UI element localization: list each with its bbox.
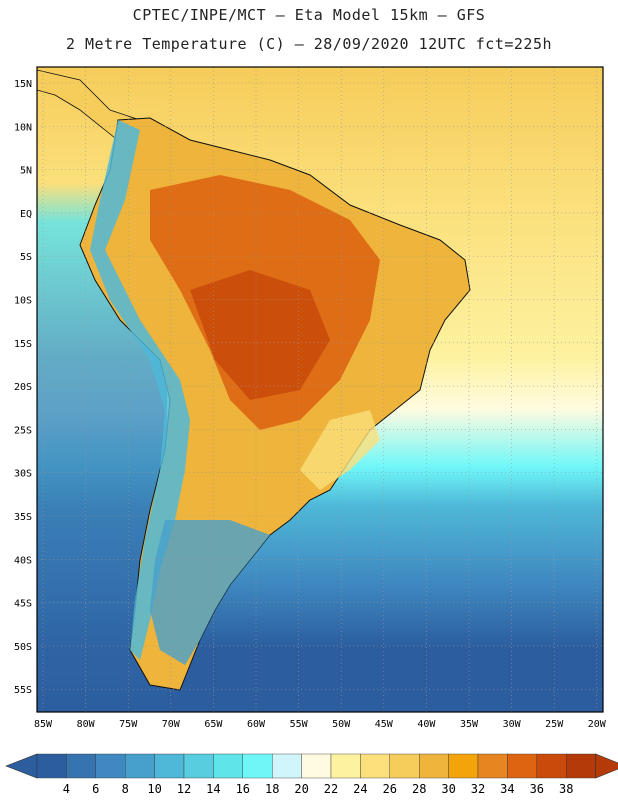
colorbar-swatch <box>272 753 302 779</box>
lon-label: 55W <box>290 719 309 730</box>
colorbar-swatch <box>301 753 332 779</box>
lat-label: 55S <box>14 685 32 696</box>
lon-label: 25W <box>545 719 564 730</box>
colorbar-high-arrow <box>595 753 618 779</box>
colorbar-tick-label: 6 <box>92 782 99 796</box>
colorbar-tick-label: 38 <box>559 782 573 796</box>
colorbar-swatch <box>477 753 508 779</box>
colorbar-swatch <box>213 753 243 779</box>
lat-label: EQ <box>20 209 32 220</box>
colorbar-tick-label: 32 <box>471 782 485 796</box>
colorbar-tick-label: 8 <box>122 782 129 796</box>
lat-label: 30S <box>14 469 32 480</box>
lat-label: 50S <box>14 642 32 653</box>
lat-label: 10S <box>14 296 32 307</box>
colorbar-tick-label: 22 <box>324 782 338 796</box>
patagonia-region <box>150 520 270 665</box>
colorbar-swatch <box>242 753 273 779</box>
colorbar-swatch <box>66 753 97 779</box>
lon-label: 35W <box>460 719 479 730</box>
lat-label: 25S <box>14 425 32 436</box>
lon-label: 45W <box>375 719 394 730</box>
lat-label: 35S <box>14 512 32 523</box>
colorbar-tick-label: 4 <box>63 782 70 796</box>
latitude-labels: 15N 10N 5N EQ 5S 10S 15S 20S 25S 30S 35S 40S 45S 50S 5… <box>14 79 32 696</box>
lon-label: 80W <box>77 719 96 730</box>
southeast-coast-region <box>300 410 380 490</box>
lat-label: 15S <box>14 339 32 350</box>
lon-label: 50W <box>332 719 351 730</box>
colorbar-tick-label: 18 <box>265 782 279 796</box>
colorbar-tick-label: 24 <box>353 782 367 796</box>
colorbar-swatch <box>507 753 537 779</box>
lon-label: 65W <box>204 719 223 730</box>
colorbar-swatch <box>419 753 449 779</box>
lon-label: 75W <box>119 719 138 730</box>
colorbar-tick-label: 16 <box>236 782 250 796</box>
colorbar-swatch <box>448 753 479 779</box>
colorbar-swatch <box>360 753 390 779</box>
colorbar-tick-label: 14 <box>206 782 220 796</box>
lat-label: 45S <box>14 599 32 610</box>
map-subtitle: 2 Metre Temperature (C) – 28/09/2020 12U… <box>65 35 553 53</box>
colorbar-tick-label: 10 <box>147 782 161 796</box>
colorbar-swatch <box>389 753 420 779</box>
colorbar-tick-label: 36 <box>530 782 544 796</box>
map-title: CPTEC/INPE/MCT – Eta Model 15km – GFS <box>132 6 486 24</box>
colorbar-swatch <box>183 753 214 779</box>
longitude-labels: 85W 80W 75W 70W 65W 60W 55W 50W 45W 40W 35W 30W 25W 2… <box>34 719 607 730</box>
colorbar-swatch <box>95 753 126 779</box>
colorbar-low-arrow <box>5 753 38 779</box>
colorbar-swatch <box>124 753 155 779</box>
colorbar-tick-label: 20 <box>294 782 308 796</box>
lat-label: 10N <box>14 122 32 133</box>
lat-label: 20S <box>14 382 32 393</box>
hottest-region <box>190 270 330 400</box>
colorbar-tick-label: 12 <box>177 782 191 796</box>
colorbar-swatch <box>36 753 67 779</box>
colorbar-tick-label: 34 <box>500 782 514 796</box>
lon-label: 85W <box>34 719 53 730</box>
colorbar-swatch <box>330 753 361 779</box>
lon-label: 40W <box>417 719 436 730</box>
lon-label: 60W <box>247 719 266 730</box>
lon-label: 30W <box>503 719 522 730</box>
colorbar-swatch <box>536 753 567 779</box>
map-frame <box>36 66 604 713</box>
lat-label: 5S <box>20 252 32 263</box>
lat-label: 5N <box>20 166 32 177</box>
colorbar-tick-label: 28 <box>412 782 426 796</box>
lon-label: 20W <box>588 719 607 730</box>
colorbar-swatch <box>566 753 596 779</box>
colorbar: 4 6 8 10 12 14 16 18 20 22 24 26 28 30 32 34 36 38 <box>5 753 618 796</box>
colorbar-tick-label: 30 <box>441 782 455 796</box>
colorbar-tick-label: 26 <box>383 782 397 796</box>
lat-label: 15N <box>14 79 32 90</box>
lat-label: 40S <box>14 555 32 566</box>
lon-label: 70W <box>162 719 181 730</box>
colorbar-swatch <box>154 753 185 779</box>
